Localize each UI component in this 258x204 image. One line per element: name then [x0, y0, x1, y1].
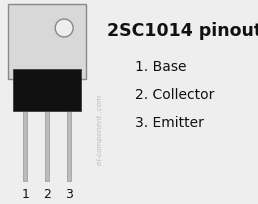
Text: 3. Emitter: 3. Emitter — [135, 115, 204, 129]
Text: 2: 2 — [43, 187, 51, 200]
Text: 1. Base: 1. Base — [135, 60, 187, 74]
Text: 2. Collector: 2. Collector — [135, 88, 214, 102]
Bar — [13, 70, 81, 111]
Polygon shape — [8, 5, 86, 80]
Bar — [45, 111, 49, 181]
Text: 1: 1 — [21, 187, 29, 200]
Circle shape — [55, 20, 73, 38]
Bar — [67, 111, 71, 181]
Bar — [23, 111, 28, 181]
Text: 2SC1014 pinout: 2SC1014 pinout — [107, 22, 258, 40]
Text: el-component .com: el-component .com — [97, 94, 103, 164]
Text: 3: 3 — [65, 187, 73, 200]
